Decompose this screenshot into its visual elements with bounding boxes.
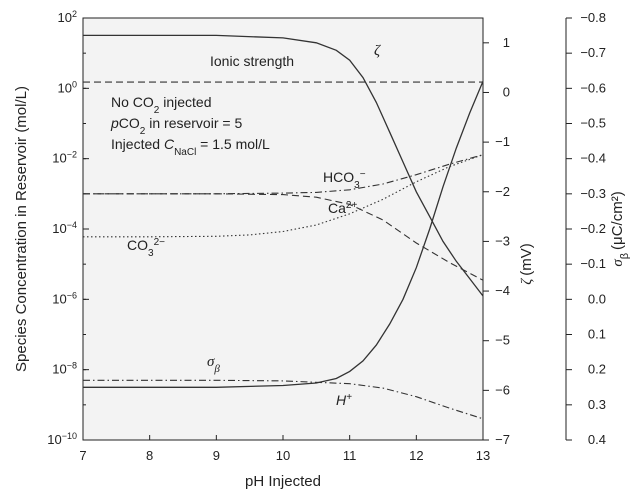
zeta-line [83,34,484,297]
x-tick-label: 12 [409,448,423,463]
right-tick-label: −0.5 [580,116,606,131]
x-tick-label: 10 [276,448,290,463]
middle-tick-label: −5 [495,333,510,348]
middle-tick-label: −4 [495,283,510,298]
middle-tick-label: −6 [495,382,510,397]
right-tick-label: −0.8 [580,10,606,25]
left-tick-label: 10−2 [52,150,77,166]
axes-group: 7 8 9 10 11 12 1310210010−210−410−610−810−1010… [47,9,606,463]
left-tick-label: 100 [58,79,77,95]
right-tick-label: −0.4 [580,151,606,166]
x-axis-label: pH Injected [245,473,321,490]
right-tick-label: −0.1 [580,256,606,271]
right-tick-label: 0.4 [588,432,606,447]
x-tick-label: 8 [146,448,153,463]
middle-tick-label: 0 [503,84,510,99]
zeta-series-label: ζ [374,43,381,59]
h-line [83,379,484,420]
right-tick-label: −0.6 [580,80,606,95]
middle-tick-label: −7 [495,432,510,447]
series-group [83,34,484,420]
annotation-line-3: Injected CNaCl = 1.5 mol/L [111,136,270,158]
ca-series-label: Ca2+ [328,200,357,217]
right-axis-label: σβ(μC/cm²) [609,191,630,266]
x-tick-label: 7 [79,448,86,463]
left-tick-label: 10−4 [52,220,77,236]
middle-tick-label: −3 [495,233,510,248]
middle-tick-label: −2 [495,184,510,199]
middle-tick-label: 1 [503,35,510,50]
hco3-series-label: HCO3− [323,169,366,191]
x-tick-label: 13 [476,448,490,463]
right-tick-label: 0.2 [588,362,606,377]
ca-line [83,193,484,281]
plot-area [82,17,484,441]
left-axis-label: Species Concentration in Reservoir (mol/… [13,86,30,372]
h-series-label: H+ [336,392,352,409]
left-tick-label: 102 [58,9,77,25]
right-tick-label: −0.2 [580,221,606,236]
right-tick-label: −0.3 [580,186,606,201]
right-tick-label: −0.7 [580,45,606,60]
sigma-beta-line [83,81,484,388]
right-tick-label: 0.0 [588,291,606,306]
right-tick-label: 0.1 [588,327,606,342]
conditions-annotation: No CO2 injected pCO2 in reservoir = 5 In… [110,94,270,158]
x-tick-label: 11 [343,448,357,463]
left-tick-label: 10−10 [47,431,77,447]
sigma-series-label: σβ [207,354,220,375]
left-tick-label: 10−8 [52,361,77,377]
right-tick-label: 0.3 [588,397,606,412]
x-tick-label: 9 [213,448,220,463]
annotation-line-1: No CO2 injected [111,94,212,116]
left-tick-label: 10−6 [52,290,77,306]
annotation-line-2: pCO2 in reservoir = 5 [110,115,242,137]
co3-series-label: CO32− [127,237,165,259]
middle-axis-label: ζ(mV) [518,243,535,285]
middle-tick-label: −1 [495,134,510,149]
ionic-strength-label: Ionic strength [210,53,294,69]
